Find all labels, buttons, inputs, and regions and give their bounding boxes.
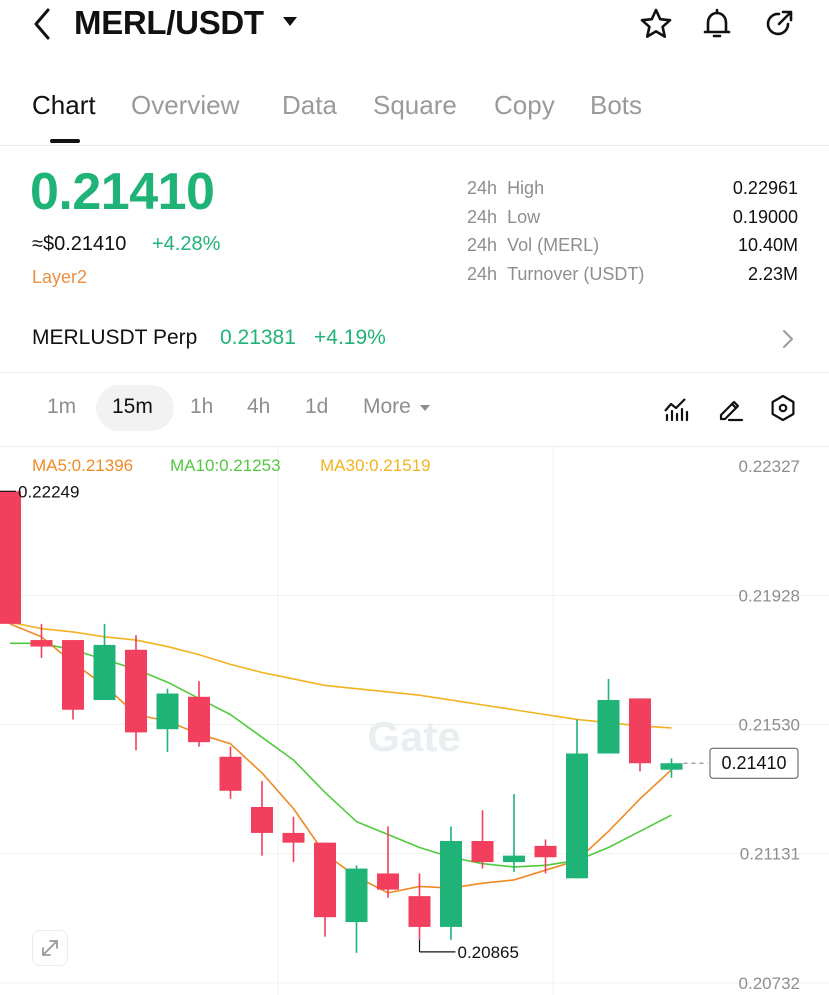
tab-data[interactable]: Data bbox=[282, 90, 337, 120]
tab-chart[interactable]: Chart bbox=[32, 90, 96, 120]
ma5-legend: MA5:0.21396 bbox=[32, 456, 134, 475]
candle-body bbox=[566, 753, 588, 879]
interval-1d[interactable]: 1d bbox=[305, 395, 329, 418]
tab-copy[interactable]: Copy bbox=[494, 90, 555, 120]
candle-body bbox=[503, 855, 525, 863]
candle-body bbox=[345, 868, 368, 923]
indicator-icon[interactable] bbox=[661, 393, 691, 423]
ma10-line bbox=[10, 642, 672, 868]
stat-high-label: 24h High bbox=[467, 178, 545, 198]
perp-change: +4.19% bbox=[314, 326, 386, 349]
interval-more[interactable]: More bbox=[363, 395, 431, 419]
candle-body bbox=[0, 491, 21, 624]
gate-watermark: Gate bbox=[367, 713, 460, 760]
fullscreen-button[interactable] bbox=[32, 930, 68, 966]
interval-1m[interactable]: 1m bbox=[47, 395, 77, 418]
candle-body bbox=[314, 842, 336, 918]
candle-body bbox=[62, 640, 84, 710]
candle-body bbox=[125, 649, 147, 733]
price-change-percent: +4.28% bbox=[152, 233, 221, 255]
candlestick-chart[interactable]: Gate 0.22327 0.21928 0.21530 0.21131 0.20732 0… bbox=[0, 447, 829, 995]
y-tick-label: 0.21530 bbox=[739, 715, 800, 734]
low-price-label: 0.20865 bbox=[458, 943, 519, 962]
candle-body bbox=[471, 841, 494, 863]
bell-icon[interactable] bbox=[699, 6, 735, 42]
pair-title[interactable]: MERL/USDT bbox=[74, 4, 264, 41]
tab-overview[interactable]: Overview bbox=[131, 90, 240, 120]
stat-low-label: 24h Low bbox=[467, 207, 541, 227]
candle-body bbox=[408, 896, 431, 927]
ma30-legend: MA30:0.21519 bbox=[320, 456, 431, 475]
top-header: MERL/USDT bbox=[0, 0, 829, 50]
candle-body bbox=[629, 698, 651, 764]
chevron-right-icon[interactable] bbox=[780, 328, 796, 350]
candle-body bbox=[219, 756, 242, 791]
divider bbox=[0, 446, 829, 447]
candle-body bbox=[377, 873, 399, 890]
high-price-label: 0.22249 bbox=[18, 482, 79, 501]
expand-icon bbox=[42, 940, 58, 956]
candle-body bbox=[188, 696, 210, 743]
candle-body bbox=[597, 700, 620, 754]
divider bbox=[0, 145, 829, 146]
ma5-line bbox=[9, 623, 673, 894]
divider bbox=[0, 372, 829, 373]
ma30-line bbox=[9, 621, 672, 729]
stat-turnover-value: 2.23M bbox=[747, 264, 798, 284]
active-interval-pill bbox=[96, 385, 174, 431]
perp-name[interactable]: MERLUSDT Perp bbox=[32, 326, 198, 349]
caret-down-icon bbox=[419, 405, 430, 411]
perp-price: 0.21381 bbox=[220, 326, 296, 349]
category-tag[interactable]: Layer2 bbox=[32, 267, 88, 287]
y-tick-label: 0.21928 bbox=[739, 586, 800, 605]
stat-volume-value: 10.40M bbox=[737, 235, 798, 255]
stat-turnover-label: 24h Turnover (USDT) bbox=[467, 264, 645, 284]
candle-body bbox=[93, 644, 116, 701]
current-price-box bbox=[709, 747, 799, 779]
interval-1h[interactable]: 1h bbox=[190, 395, 214, 418]
y-tick-label: 0.20732 bbox=[739, 974, 800, 993]
last-price: 0.21410 bbox=[30, 163, 215, 221]
chevron-left-icon[interactable] bbox=[28, 6, 58, 42]
settings-hexagon-icon[interactable] bbox=[768, 393, 798, 423]
caret-down-icon[interactable] bbox=[282, 15, 298, 27]
stat-volume-label: 24h Vol (MERL) bbox=[467, 235, 600, 255]
usd-price: ≈$0.21410 bbox=[32, 233, 127, 255]
y-tick-label: 0.22327 bbox=[739, 457, 800, 476]
tab-square[interactable]: Square bbox=[373, 90, 457, 120]
active-tab-indicator bbox=[50, 139, 80, 143]
candle-body bbox=[30, 640, 53, 647]
candle-body bbox=[534, 845, 557, 858]
draw-pen-icon[interactable] bbox=[715, 393, 745, 423]
candle-body bbox=[251, 806, 273, 833]
stat-high-value: 0.22961 bbox=[732, 178, 798, 198]
share-icon[interactable] bbox=[761, 6, 797, 42]
candle-body bbox=[282, 832, 305, 843]
candle-body bbox=[440, 841, 462, 927]
ma10-legend: MA10:0.21253 bbox=[170, 456, 281, 475]
candle-body bbox=[156, 693, 179, 730]
stat-low-value: 0.19000 bbox=[732, 207, 798, 227]
current-price-label: 0.21410 bbox=[721, 753, 786, 773]
y-tick-label: 0.21131 bbox=[740, 845, 800, 864]
interval-4h[interactable]: 4h bbox=[247, 395, 271, 418]
interval-15m[interactable]: 15m bbox=[112, 395, 153, 418]
tab-bots[interactable]: Bots bbox=[590, 90, 643, 120]
star-icon[interactable] bbox=[638, 6, 674, 42]
candle-body bbox=[660, 763, 683, 770]
